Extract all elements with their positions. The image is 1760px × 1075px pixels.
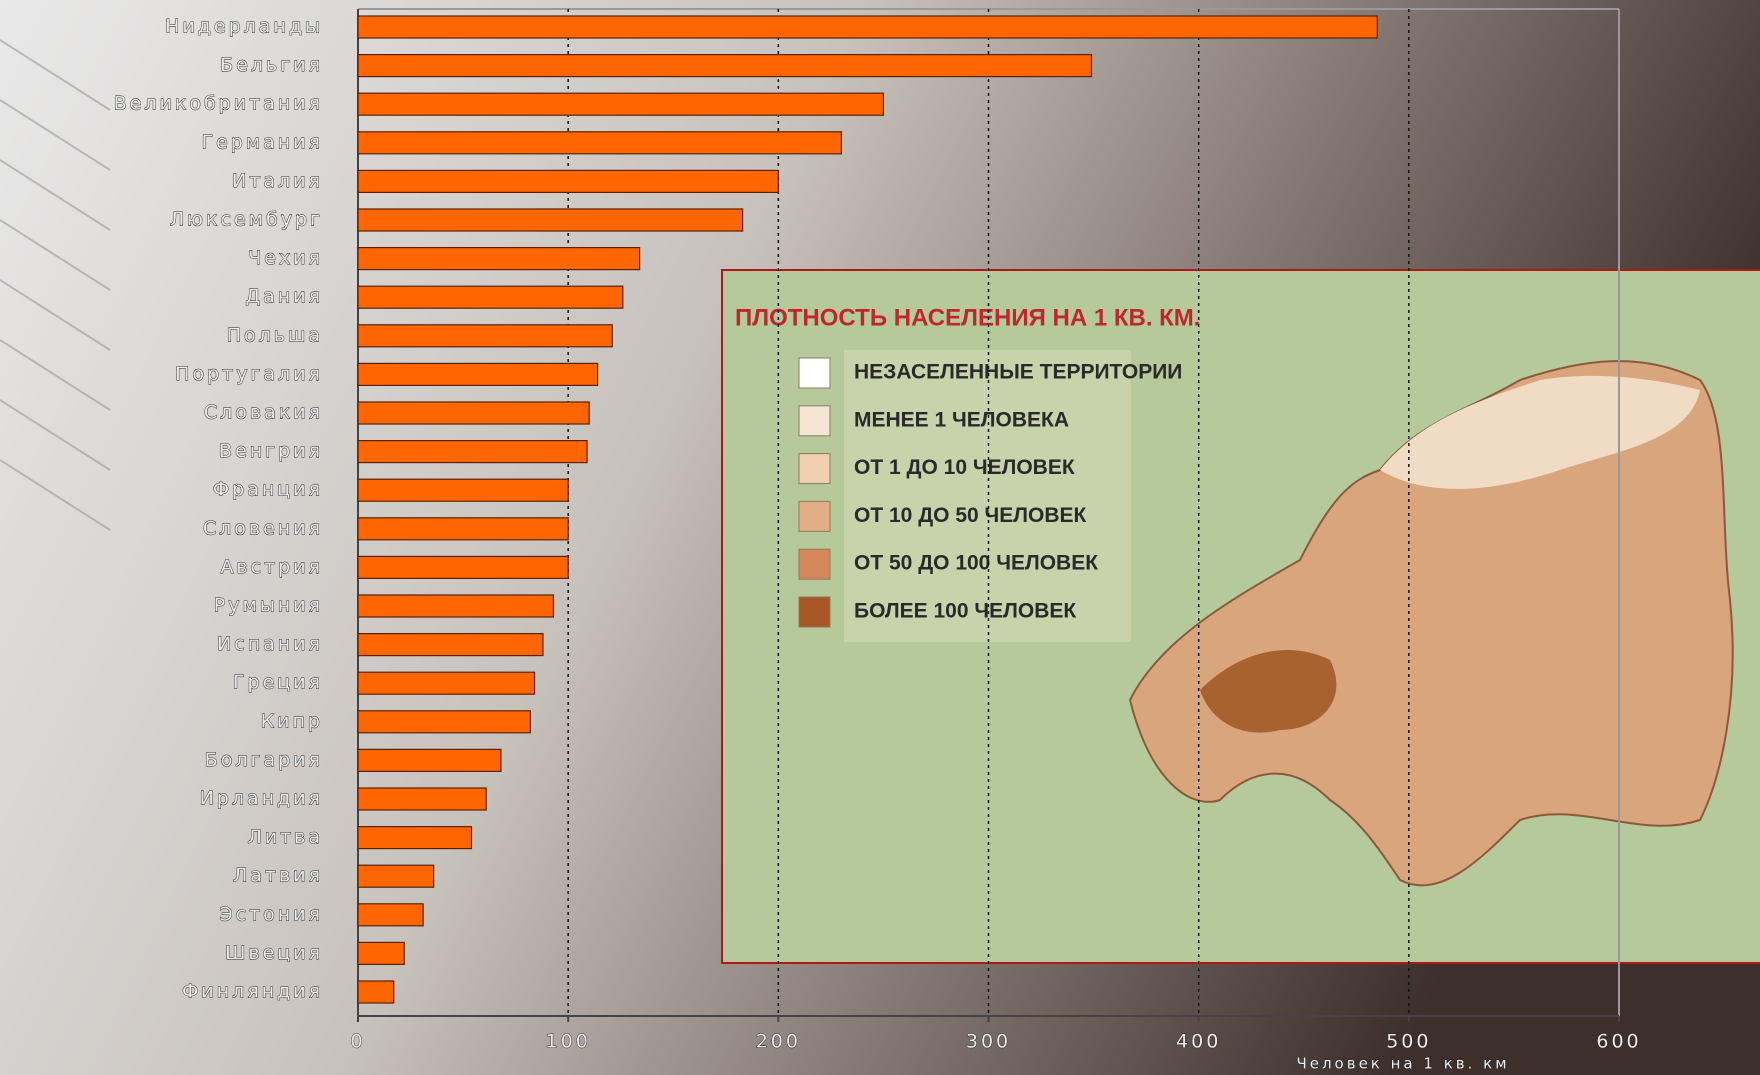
- bar: [358, 865, 434, 887]
- y-tick-label: Италия: [232, 170, 323, 192]
- y-tick-label: Румыния: [214, 595, 323, 617]
- x-tick-label: 100: [546, 1031, 591, 1053]
- bar: [358, 749, 501, 771]
- y-tick-label: Литва: [247, 826, 323, 848]
- y-tick-label: Люксембург: [170, 209, 323, 231]
- bar: [358, 402, 589, 424]
- y-tick-label: Словакия: [204, 402, 323, 424]
- chart: ПЛОТНОСТЬ НАСЕЛЕНИЯ НА 1 КВ. КМ. Человек…: [0, 0, 1760, 1075]
- bar: [358, 132, 841, 154]
- bar: [358, 672, 535, 694]
- y-tick-label: Австрия: [220, 556, 323, 578]
- legend-swatch: [799, 406, 830, 436]
- legend-swatch: [799, 501, 830, 531]
- x-tick-label: 500: [1386, 1031, 1431, 1053]
- legend-swatch: [799, 549, 830, 579]
- y-tick-label: Бельгия: [220, 54, 323, 76]
- legend-label: ОТ 10 ДО 50 ЧЕЛОВЕК: [854, 504, 1087, 527]
- x-axis-label: Человек на 1 кв. км: [1296, 1055, 1509, 1073]
- y-tick-label: Ирландия: [200, 788, 323, 810]
- bar: [358, 170, 778, 192]
- y-tick-label: Швеция: [225, 942, 323, 964]
- bar: [358, 209, 743, 231]
- bar: [358, 518, 568, 540]
- legend-label: МЕНЕЕ 1 ЧЕЛОВЕКА: [854, 408, 1069, 431]
- bar: [358, 248, 640, 270]
- bar: [358, 325, 612, 347]
- y-tick-label: Нидерланды: [165, 16, 323, 38]
- bar: [358, 16, 1377, 38]
- legend-box: [844, 350, 1131, 642]
- bar: [358, 942, 404, 964]
- page: ПЛОТНОСТЬ НАСЕЛЕНИЯ НА 1 КВ. КМ. Человек…: [0, 0, 1760, 1075]
- y-tick-label: Кипр: [261, 710, 323, 732]
- y-tick-label: Франция: [213, 479, 323, 501]
- bar: [358, 711, 530, 733]
- legend-label: НЕЗАСЕЛЕННЫЕ ТЕРРИТОРИИ: [854, 361, 1182, 384]
- bar: [358, 788, 486, 810]
- y-tick-label: Болгария: [205, 749, 323, 771]
- bar: [358, 981, 394, 1003]
- legend-label: БОЛЕЕ 100 ЧЕЛОВЕК: [854, 600, 1076, 623]
- x-tick-label: 400: [1176, 1031, 1221, 1053]
- y-tick-label: Испания: [217, 633, 323, 655]
- y-tick-label: Венгрия: [219, 440, 323, 462]
- x-tick-label: 600: [1596, 1031, 1641, 1053]
- y-tick-label: Великобритания: [114, 93, 323, 115]
- y-tick-label: Финляндия: [182, 981, 323, 1003]
- y-tick-label: Словения: [203, 517, 323, 539]
- bar: [358, 904, 423, 926]
- y-tick-label: Германия: [201, 131, 323, 153]
- legend-swatch: [799, 454, 830, 484]
- legend-swatch: [799, 358, 830, 388]
- bar: [358, 634, 543, 656]
- bar: [358, 286, 623, 308]
- bar: [358, 55, 1091, 77]
- y-tick-label: Португалия: [175, 363, 323, 385]
- y-tick-label: Дания: [245, 286, 323, 308]
- bar: [358, 556, 568, 578]
- legend-swatch: [799, 597, 830, 627]
- y-tick-label: Польша: [227, 324, 323, 346]
- inset-title: ПЛОТНОСТЬ НАСЕЛЕНИЯ НА 1 КВ. КМ.: [735, 304, 1200, 331]
- bar: [358, 479, 568, 501]
- x-tick-label: 300: [966, 1031, 1011, 1053]
- bar: [358, 595, 553, 617]
- bar: [358, 93, 883, 115]
- x-tick-label: 200: [756, 1031, 801, 1053]
- y-tick-label: Греция: [233, 672, 323, 694]
- bar: [358, 363, 598, 385]
- legend-label: ОТ 1 ДО 10 ЧЕЛОВЕК: [854, 456, 1075, 479]
- y-tick-label: Эстония: [219, 903, 323, 925]
- bar: [358, 827, 471, 849]
- y-tick-label: Латвия: [233, 865, 323, 887]
- legend-label: ОТ 50 ДО 100 ЧЕЛОВЕК: [854, 552, 1098, 575]
- bar: [358, 441, 587, 463]
- x-tick-label: 0: [350, 1031, 365, 1053]
- y-tick-label: Чехия: [248, 247, 323, 269]
